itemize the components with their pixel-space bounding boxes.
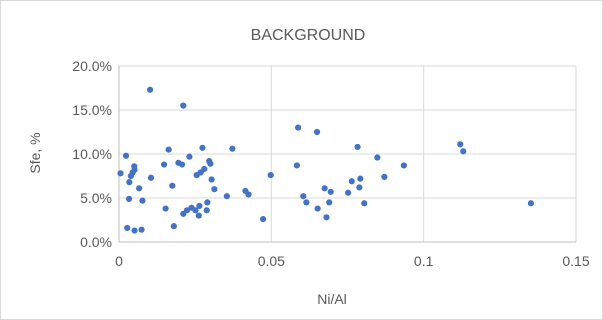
- data-point: [162, 205, 169, 212]
- data-point: [138, 226, 145, 233]
- data-point: [169, 182, 176, 189]
- data-point: [126, 179, 133, 186]
- data-point: [199, 144, 206, 151]
- x-tick-label: 0: [115, 253, 123, 269]
- y-tick-label: 15.0%: [72, 102, 112, 118]
- data-point: [293, 162, 301, 169]
- axes: [118, 66, 576, 243]
- data-points: [117, 86, 535, 234]
- data-point: [211, 186, 218, 193]
- data-point: [303, 199, 310, 206]
- gridlines: [119, 65, 577, 242]
- data-point: [354, 143, 361, 151]
- data-point: [321, 185, 328, 192]
- data-point: [139, 197, 146, 204]
- data-point: [357, 175, 364, 182]
- data-point: [208, 176, 215, 183]
- x-tick-label: 0.1: [414, 253, 434, 269]
- data-point: [361, 200, 368, 207]
- data-point: [327, 188, 334, 195]
- data-point: [527, 200, 535, 207]
- data-point: [160, 161, 168, 168]
- data-point: [131, 227, 138, 234]
- data-point: [295, 124, 302, 131]
- data-point: [204, 199, 211, 206]
- data-point: [267, 172, 274, 179]
- x-tick-labels: 0 0.05 0.1 0.15: [115, 253, 590, 269]
- data-point: [374, 154, 381, 161]
- data-point: [147, 174, 155, 181]
- data-point: [345, 189, 352, 196]
- data-point: [131, 166, 138, 173]
- data-point: [117, 170, 124, 177]
- data-point: [245, 191, 252, 198]
- x-tick-label: 0.05: [258, 253, 285, 269]
- data-point: [313, 128, 321, 136]
- data-point: [356, 184, 363, 191]
- y-axis-label: Sfe, %: [27, 132, 43, 173]
- data-point: [201, 165, 208, 173]
- chart-title: BACKGROUND: [251, 27, 366, 44]
- x-axis-label: Ni/Al: [317, 291, 347, 307]
- y-tick-label: 20.0%: [72, 58, 112, 74]
- data-point: [125, 195, 133, 202]
- data-point: [348, 178, 355, 185]
- data-point: [400, 162, 407, 169]
- data-point: [326, 199, 333, 206]
- data-point: [300, 193, 307, 200]
- data-point: [180, 102, 187, 109]
- data-point: [136, 185, 143, 192]
- data-point: [170, 223, 177, 230]
- data-point: [124, 224, 131, 232]
- data-point: [381, 173, 388, 180]
- data-point: [203, 207, 210, 214]
- data-point: [178, 161, 186, 168]
- data-point: [460, 148, 467, 155]
- data-point: [314, 205, 321, 212]
- data-point: [195, 212, 202, 219]
- data-point: [122, 152, 130, 159]
- data-point: [260, 216, 267, 223]
- data-point: [223, 193, 230, 200]
- data-point: [183, 207, 191, 214]
- data-point: [457, 141, 464, 148]
- data-point: [165, 146, 172, 153]
- y-tick-label: 10.0%: [72, 146, 112, 162]
- y-tick-labels: 0.0% 5.0% 10.0% 15.0% 20.0%: [72, 58, 112, 250]
- y-tick-label: 5.0%: [80, 190, 112, 206]
- data-point: [323, 214, 330, 221]
- data-point: [186, 153, 193, 160]
- data-point: [196, 202, 203, 210]
- data-point: [192, 207, 199, 214]
- y-tick-label: 0.0%: [80, 234, 112, 250]
- data-point: [146, 86, 154, 93]
- x-tick-label: 0.15: [562, 253, 589, 269]
- data-point: [229, 145, 236, 152]
- data-point: [207, 160, 214, 167]
